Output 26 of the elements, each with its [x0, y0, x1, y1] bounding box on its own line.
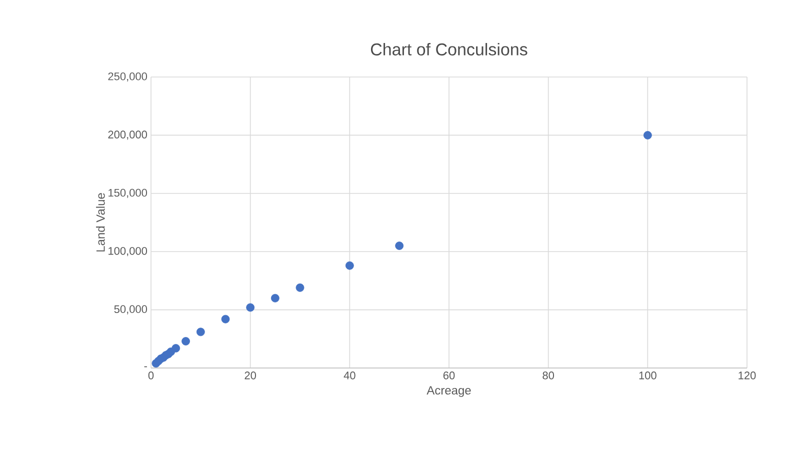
- x-tick-label: 120: [738, 372, 756, 380]
- y-axis-title: Land Value: [96, 193, 105, 252]
- point: [172, 344, 180, 352]
- point: [182, 337, 190, 346]
- point: [246, 303, 255, 312]
- y-tick-label: 250,000: [108, 72, 148, 82]
- point: [395, 242, 404, 250]
- chart-title: Chart of Conculsions: [370, 42, 528, 56]
- y-tick-label: 50,000: [114, 305, 148, 314]
- x-axis-title: Acreage: [426, 386, 471, 397]
- y-tick-label: 150,000: [108, 188, 148, 198]
- point: [345, 261, 354, 270]
- x-tick-label: 60: [443, 372, 455, 380]
- point: [270, 294, 280, 302]
- y-tick-label: 200,000: [108, 130, 148, 140]
- x-tick-label: 0: [148, 372, 154, 380]
- x-tick-label: 80: [542, 372, 554, 380]
- point: [296, 283, 304, 292]
- x-tick-label: 100: [639, 372, 656, 380]
- y-tick-label: 100,000: [108, 247, 148, 256]
- point: [196, 328, 205, 336]
- point: [643, 131, 652, 140]
- x-tick-label: 20: [244, 372, 256, 380]
- point: [221, 314, 230, 324]
- x-tick-label: 40: [344, 372, 356, 380]
- y-tick-label: -: [144, 366, 147, 368]
